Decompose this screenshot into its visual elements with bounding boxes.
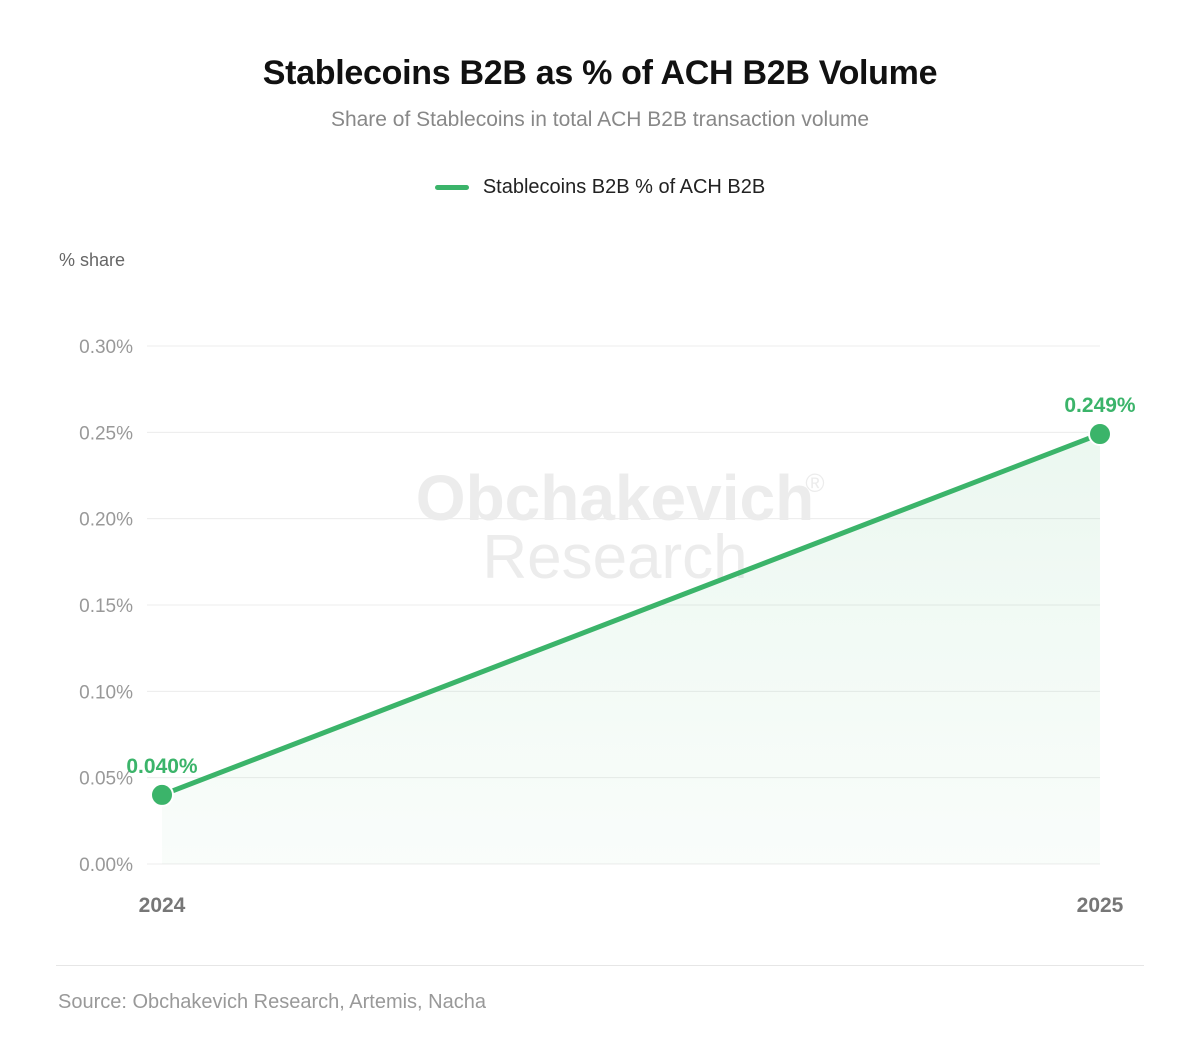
- watermark: Obchakevich ® Research: [416, 462, 825, 592]
- y-tick-label: 0.25%: [79, 423, 133, 444]
- data-point[interactable]: [1088, 422, 1112, 447]
- data-label: 0.040%: [126, 755, 198, 778]
- series-line: [159, 431, 1103, 798]
- watermark-line1: Obchakevich: [416, 462, 814, 534]
- x-tick-label: 2025: [1077, 894, 1124, 917]
- legend-label: Stablecoins B2B % of ACH B2B: [482, 176, 766, 198]
- watermark-registered-mark: ®: [805, 468, 824, 498]
- y-tick-label: 0.10%: [79, 682, 133, 703]
- legend: Stablecoins B2B % of ACH B2B: [0, 176, 1200, 199]
- y-tick-label: 0.05%: [79, 769, 133, 790]
- source-note: Source: Obchakevich Research, Artemis, N…: [58, 991, 486, 1013]
- series-area: [162, 434, 1100, 864]
- watermark-line2: Research: [482, 523, 747, 592]
- footer-divider: [56, 965, 1144, 966]
- y-tick-label: 0.00%: [79, 855, 133, 876]
- x-tick-label: 2024: [139, 894, 186, 917]
- y-tick-label: 0.30%: [79, 337, 133, 358]
- chart-title: Stablecoins B2B as % of ACH B2B Volume: [262, 54, 938, 92]
- chart-subtitle: Share of Stablecoins in total ACH B2B tr…: [330, 108, 870, 131]
- data-label: 0.249%: [1064, 394, 1136, 417]
- y-tick-label: 0.15%: [79, 596, 133, 617]
- y-tick-label: 0.20%: [79, 510, 133, 531]
- data-point[interactable]: [150, 782, 174, 807]
- legend-swatch: [434, 185, 469, 190]
- y-axis-label: % share: [59, 250, 126, 270]
